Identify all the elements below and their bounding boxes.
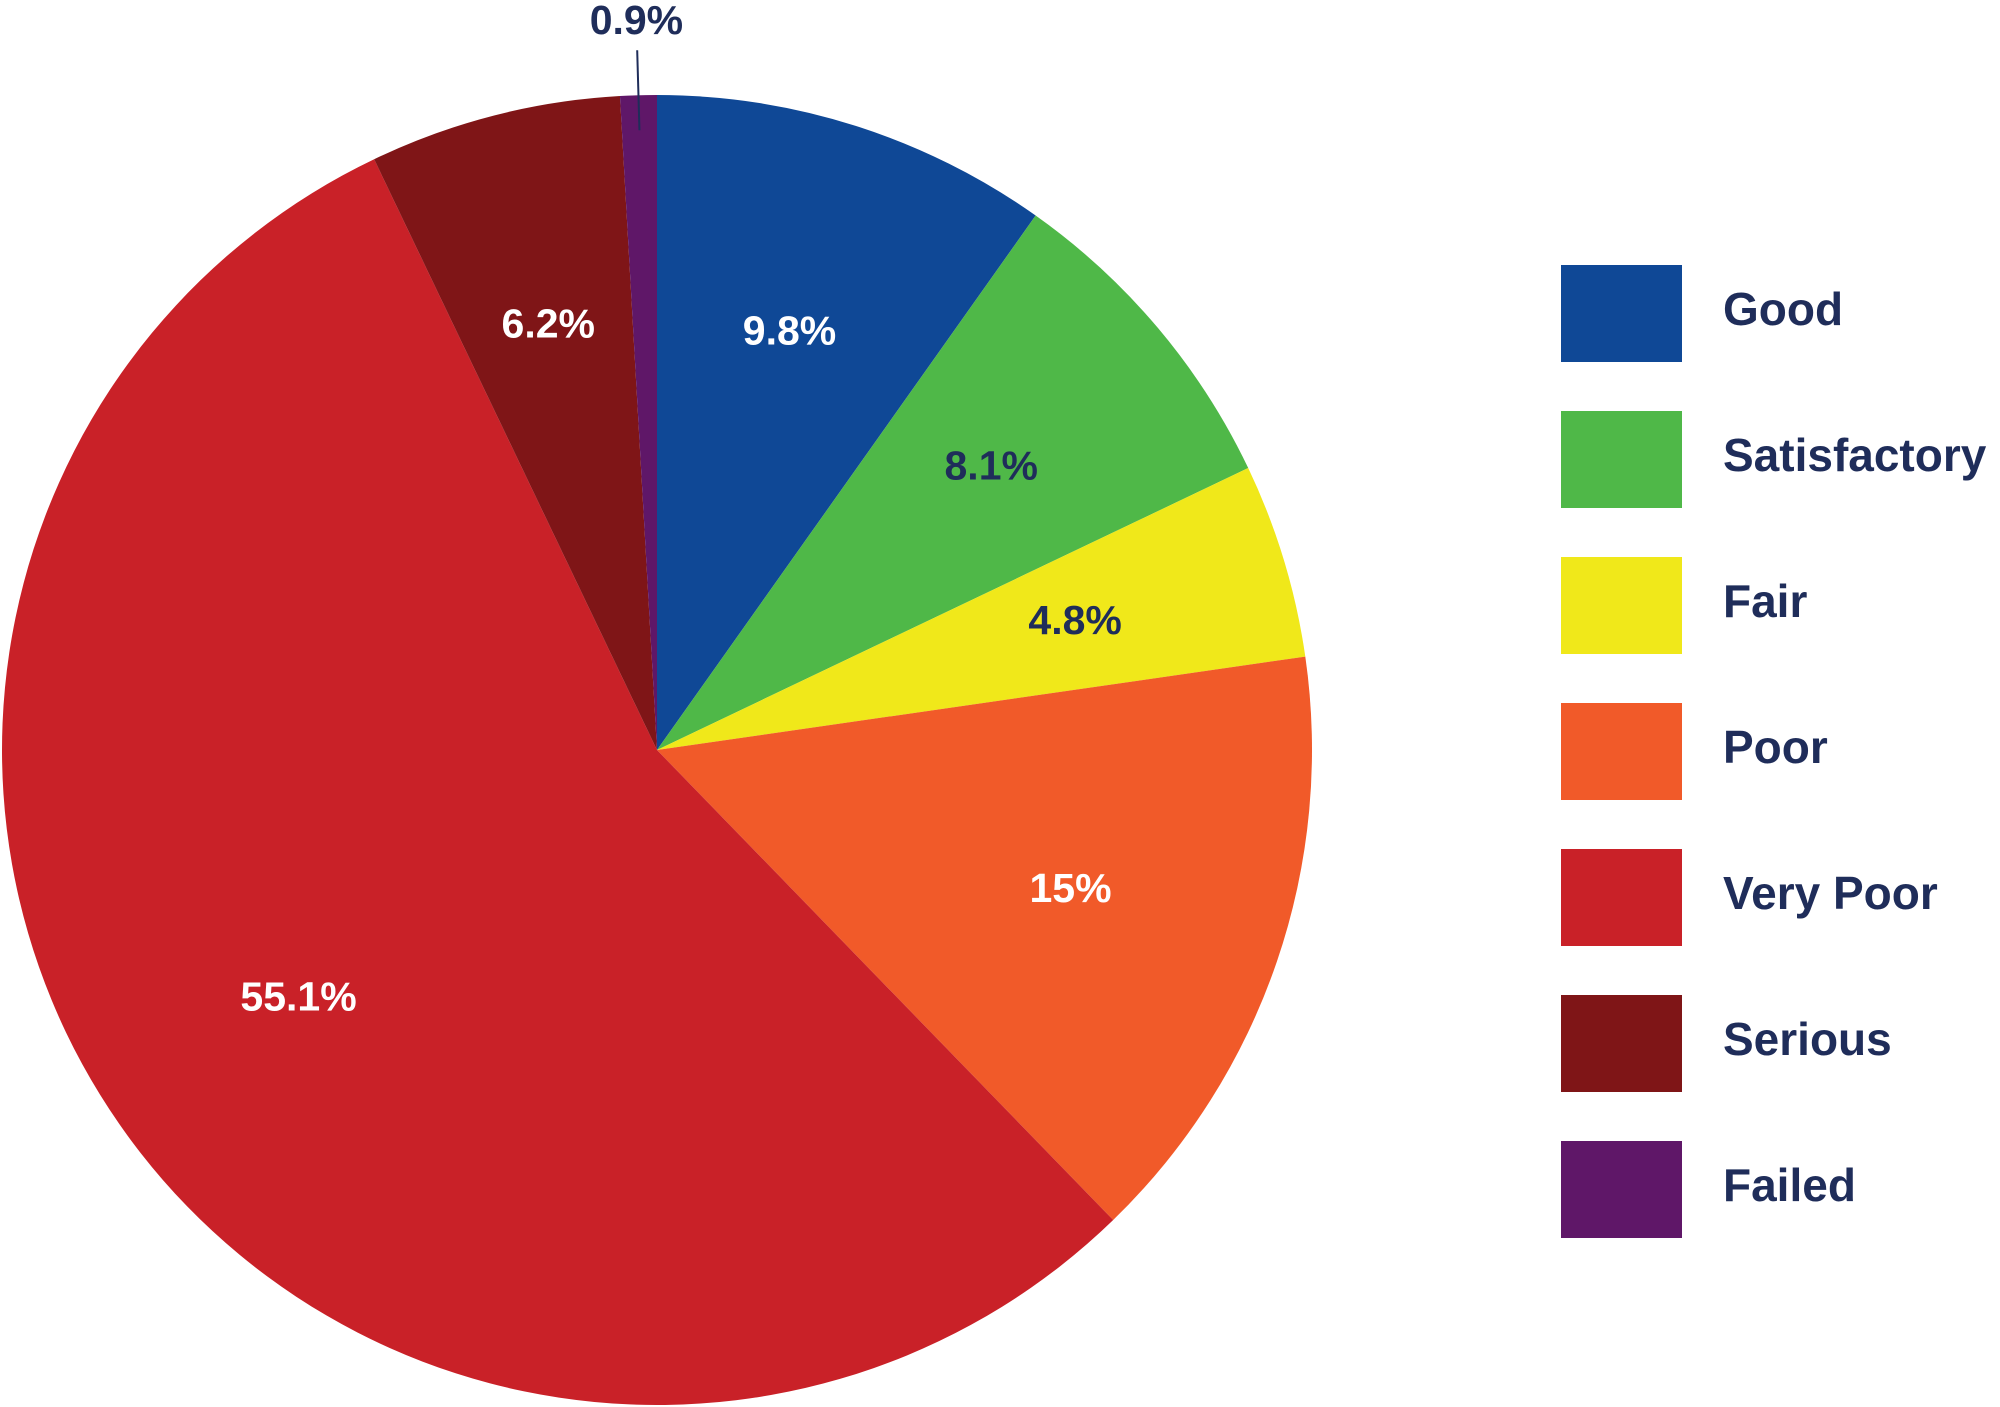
legend-label: Failed xyxy=(1723,1159,1856,1211)
pie-slice xyxy=(657,215,1249,750)
legend-swatch xyxy=(1561,411,1682,508)
pie-slice xyxy=(1,159,1114,1406)
legend-label: Poor xyxy=(1723,721,1828,773)
data-label: 0.9% xyxy=(590,0,683,43)
legend-swatch xyxy=(1561,557,1682,654)
legend-swatch xyxy=(1561,849,1682,946)
legend-swatch xyxy=(1561,265,1682,362)
pie-slice xyxy=(374,96,657,751)
legend-label: Very Poor xyxy=(1723,867,1938,919)
legend-label: Good xyxy=(1723,283,1843,335)
pie-slice xyxy=(657,468,1306,750)
leader-line xyxy=(636,50,641,131)
data-label: 9.8% xyxy=(743,308,836,354)
pie-slice xyxy=(657,656,1312,1221)
legend-swatch xyxy=(1561,1141,1682,1238)
data-label: 6.2% xyxy=(502,301,595,347)
legend-label: Serious xyxy=(1723,1013,1892,1065)
data-label: 4.8% xyxy=(1028,597,1121,643)
pie-slice xyxy=(619,95,657,750)
legend-label: Fair xyxy=(1723,575,1807,627)
legend-swatch xyxy=(1561,703,1682,800)
data-label: 8.1% xyxy=(945,442,1038,488)
pie-slice xyxy=(657,95,1036,750)
legend-swatch xyxy=(1561,995,1682,1092)
data-label: 55.1% xyxy=(240,974,356,1020)
data-label: 15% xyxy=(1029,865,1111,911)
legend-label: Satisfactory xyxy=(1723,429,1987,481)
